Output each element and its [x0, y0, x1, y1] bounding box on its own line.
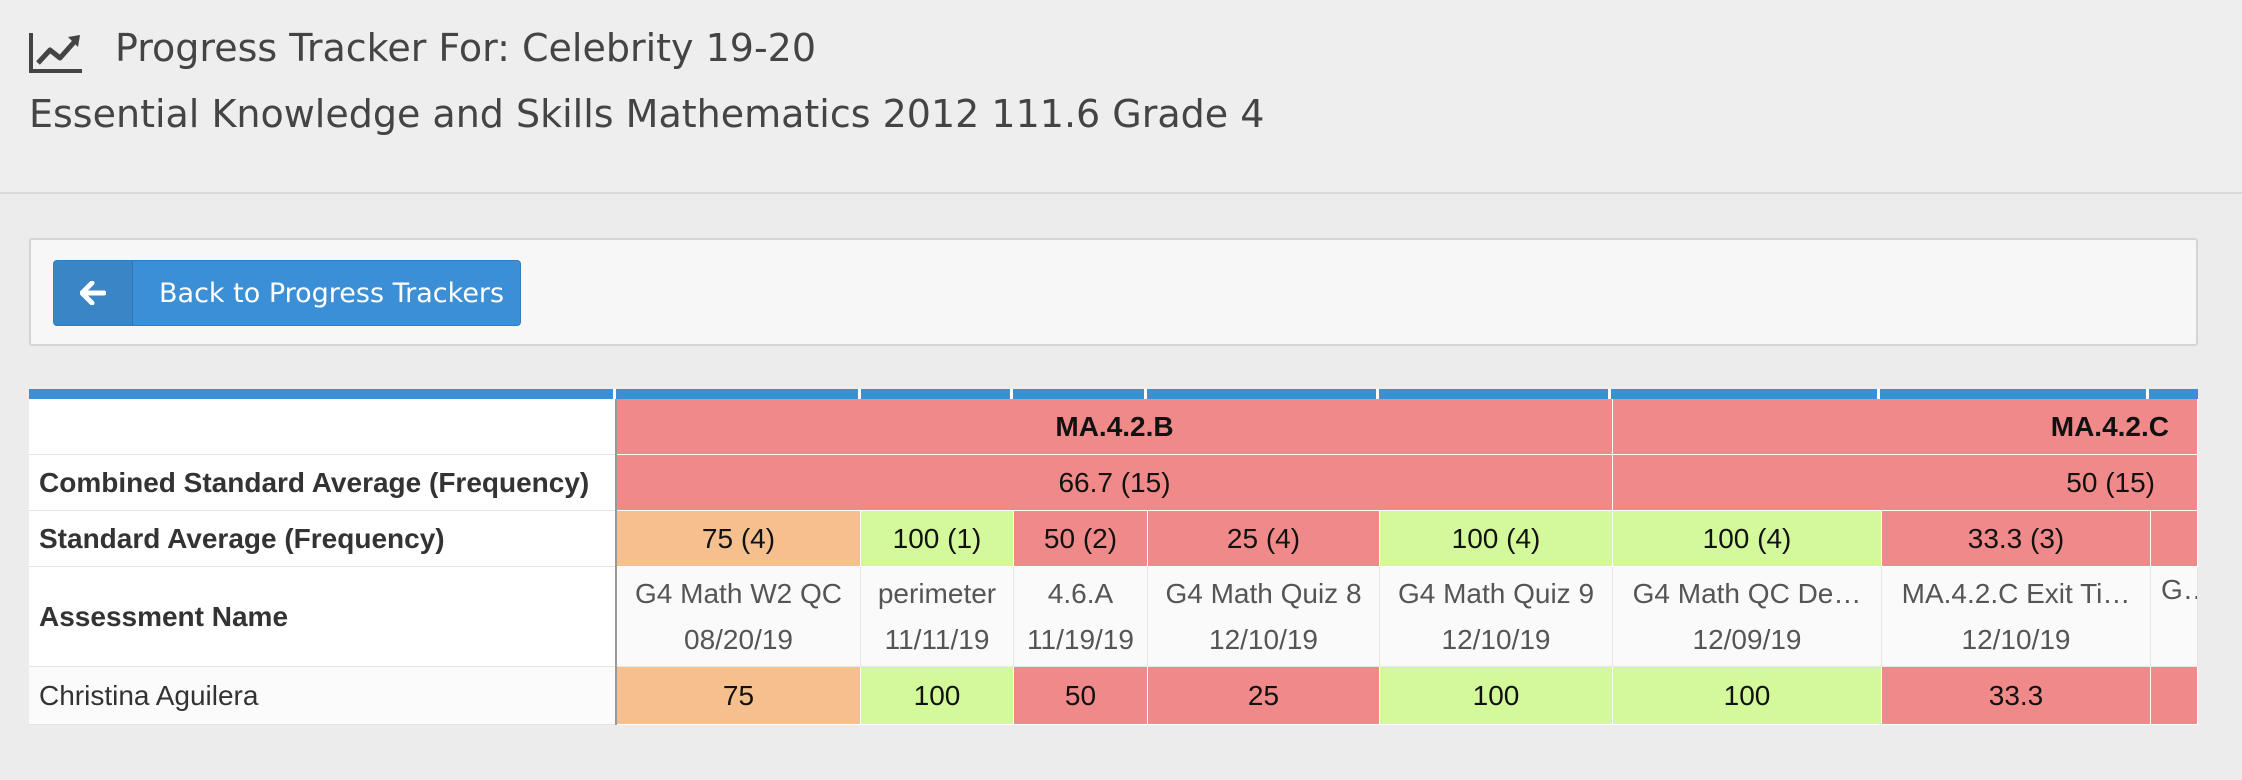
combined-average-cell: 66.7 (15) — [617, 455, 1613, 510]
assessment-header[interactable]: MA.4.2.C Exit Ti… 12/10/19 — [1882, 567, 2151, 666]
page-title: Progress Tracker For: Celebrity 19-20 — [115, 26, 817, 70]
standard-average-label: Standard Average (Frequency) — [29, 511, 615, 567]
toolbar-panel: Back to Progress Trackers — [29, 238, 2198, 346]
standard-average-cell: 100 (4) — [1380, 511, 1613, 566]
standard-average-cell: 75 (4) — [617, 511, 861, 566]
score-columns: MA.4.2.B MA.4.2.C 66.7 (15) 50 (15) 75 (… — [617, 399, 2198, 725]
score-cell[interactable]: 25 — [1148, 667, 1380, 724]
assessment-header[interactable]: G4 Math Quiz 8 12/10/19 — [1148, 567, 1380, 666]
score-cell[interactable]: 100 — [861, 667, 1014, 724]
score-cell[interactable] — [2151, 667, 2198, 724]
assessment-header[interactable]: G4 Math QC De… 12/09/19 — [1613, 567, 1882, 666]
assessment-header[interactable]: G4 Math Quiz 9 12/10/19 — [1380, 567, 1613, 666]
score-cell[interactable]: 75 — [617, 667, 861, 724]
combined-average-label: Combined Standard Average (Frequency) — [29, 455, 615, 511]
page-header: Progress Tracker For: Celebrity 19-20 Es… — [0, 0, 2242, 194]
line-chart-icon — [29, 33, 82, 73]
back-button-label: Back to Progress Trackers — [159, 277, 505, 309]
score-cell[interactable]: 100 — [1380, 667, 1613, 724]
header-blank-cell — [29, 399, 615, 455]
combined-average-row: 66.7 (15) 50 (15) — [617, 455, 2198, 511]
score-cell[interactable]: 33.3 — [1882, 667, 2151, 724]
grid-top-bar — [29, 389, 2198, 399]
standards-row: MA.4.2.B MA.4.2.C — [617, 399, 2198, 455]
assessment-name-label: Assessment Name — [29, 567, 615, 667]
standard-average-cell: 100 (1) — [861, 511, 1014, 566]
standard-average-cell: 50 (2) — [1014, 511, 1148, 566]
standard-average-cell: 100 (4) — [1613, 511, 1882, 566]
standard-average-cell: 33.3 (3) — [1882, 511, 2151, 566]
assessment-header[interactable]: G4 Math W2 QC 08/20/19 — [617, 567, 861, 666]
student-score-row: 75 100 50 25 100 100 33.3 — [617, 667, 2198, 725]
standard-average-cell — [2151, 511, 2198, 566]
progress-grid: Combined Standard Average (Frequency) St… — [29, 389, 2198, 725]
standard-header-cell[interactable]: MA.4.2.C — [1613, 399, 2198, 454]
assessment-header[interactable]: perimeter 11/11/19 — [861, 567, 1014, 666]
back-to-progress-trackers-button[interactable]: Back to Progress Trackers — [53, 260, 521, 326]
score-cell[interactable]: 50 — [1014, 667, 1148, 724]
page-subtitle: Essential Knowledge and Skills Mathemati… — [29, 92, 1265, 136]
column-divider — [615, 399, 617, 725]
standard-average-row: 75 (4) 100 (1) 50 (2) 25 (4) 100 (4) 100… — [617, 511, 2198, 567]
assessment-name-row: G4 Math W2 QC 08/20/19 perimeter 11/11/19 … — [617, 567, 2198, 667]
combined-average-cell: 50 (15) — [1613, 455, 2198, 510]
standard-header-cell[interactable]: MA.4.2.B — [617, 399, 1613, 454]
student-name[interactable]: Christina Aguilera — [29, 667, 615, 725]
score-cell[interactable]: 100 — [1613, 667, 1882, 724]
assessment-header[interactable]: G4 — [2151, 567, 2198, 666]
standard-average-cell: 25 (4) — [1148, 511, 1380, 566]
arrow-left-icon — [54, 261, 133, 325]
row-label-column: Combined Standard Average (Frequency) St… — [29, 399, 615, 725]
assessment-header[interactable]: 4.6.A 11/19/19 — [1014, 567, 1148, 666]
